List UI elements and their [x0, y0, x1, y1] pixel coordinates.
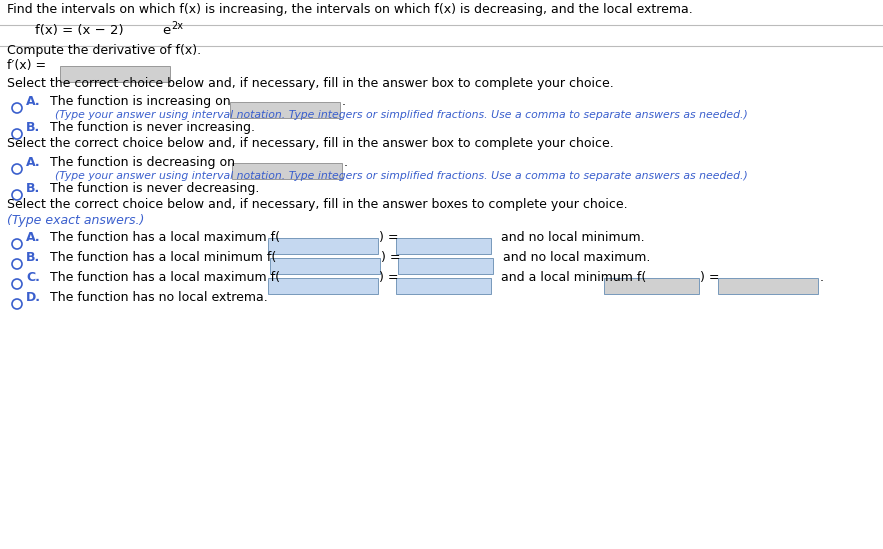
Text: Select the correct choice below and, if necessary, fill in the answer box to com: Select the correct choice below and, if …: [7, 137, 614, 150]
Text: (Type exact answers.): (Type exact answers.): [7, 214, 145, 227]
FancyBboxPatch shape: [268, 278, 378, 294]
Text: f′(x) =: f′(x) =: [7, 59, 46, 72]
Text: (Type your answer using interval notation. Type integers or simplified fractions: (Type your answer using interval notatio…: [55, 110, 748, 120]
Text: and no local minimum.: and no local minimum.: [493, 231, 645, 244]
FancyBboxPatch shape: [60, 66, 170, 82]
FancyBboxPatch shape: [270, 258, 380, 274]
Text: Select the correct choice below and, if necessary, fill in the answer box to com: Select the correct choice below and, if …: [7, 77, 614, 90]
Text: ) =: ) =: [700, 271, 720, 284]
Text: D.: D.: [26, 291, 41, 304]
FancyBboxPatch shape: [230, 102, 340, 118]
Text: A.: A.: [26, 231, 41, 244]
FancyBboxPatch shape: [396, 238, 491, 254]
Text: Select the correct choice below and, if necessary, fill in the answer boxes to c: Select the correct choice below and, if …: [7, 198, 628, 211]
FancyBboxPatch shape: [396, 278, 491, 294]
Text: f(x) = (x − 2): f(x) = (x − 2): [35, 24, 124, 37]
Text: The function has a local minimum f(: The function has a local minimum f(: [42, 251, 276, 264]
Text: A.: A.: [26, 156, 41, 169]
Text: 2x: 2x: [171, 21, 183, 31]
Text: e: e: [162, 24, 170, 37]
Text: The function is never decreasing.: The function is never decreasing.: [42, 182, 260, 195]
FancyBboxPatch shape: [268, 238, 378, 254]
Text: A.: A.: [26, 95, 41, 108]
Text: .: .: [344, 156, 348, 169]
Text: and a local minimum f(: and a local minimum f(: [493, 271, 646, 284]
Text: ) =: ) =: [379, 231, 398, 244]
Text: Find the intervals on which f(x) is increasing, the intervals on which f(x) is d: Find the intervals on which f(x) is incr…: [7, 3, 693, 16]
Text: B.: B.: [26, 251, 41, 264]
FancyBboxPatch shape: [398, 258, 493, 274]
Text: B.: B.: [26, 182, 41, 195]
Text: B.: B.: [26, 121, 41, 134]
Text: ) =: ) =: [381, 251, 401, 264]
Text: .: .: [820, 271, 824, 284]
FancyBboxPatch shape: [604, 278, 699, 294]
FancyBboxPatch shape: [232, 163, 342, 179]
Text: and no local maximum.: and no local maximum.: [495, 251, 651, 264]
Text: The function is increasing on: The function is increasing on: [42, 95, 230, 108]
Text: The function is decreasing on: The function is decreasing on: [42, 156, 235, 169]
FancyBboxPatch shape: [718, 278, 818, 294]
Text: Compute the derivative of f(x).: Compute the derivative of f(x).: [7, 44, 201, 57]
Text: The function has a local maximum f(: The function has a local maximum f(: [42, 231, 280, 244]
Text: (Type your answer using interval notation. Type integers or simplified fractions: (Type your answer using interval notatio…: [55, 171, 748, 181]
Text: ) =: ) =: [379, 271, 398, 284]
Text: The function has a local maximum f(: The function has a local maximum f(: [42, 271, 280, 284]
Text: The function is never increasing.: The function is never increasing.: [42, 121, 255, 134]
Text: The function has no local extrema.: The function has no local extrema.: [42, 291, 268, 304]
Text: .: .: [342, 95, 346, 108]
Text: C.: C.: [26, 271, 40, 284]
